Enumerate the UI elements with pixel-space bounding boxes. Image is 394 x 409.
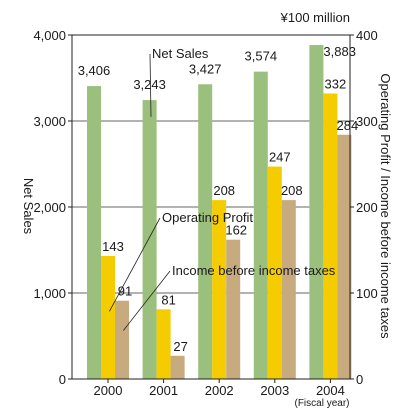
bar-income-before-taxes xyxy=(170,355,185,379)
y-tick-label-right: 400 xyxy=(356,28,378,43)
y-tick-label-right: 0 xyxy=(356,372,363,387)
y-tick-label-left: 3,000 xyxy=(33,114,66,129)
data-label: 3,406 xyxy=(78,63,111,78)
leader-line xyxy=(123,270,171,331)
x-tick-label: 2002 xyxy=(205,383,234,398)
data-label: 3,574 xyxy=(245,49,278,64)
data-label: 332 xyxy=(325,76,347,91)
data-label: 81 xyxy=(161,292,175,307)
y-tick-label-left: 4,000 xyxy=(33,28,66,43)
bar-income-before-taxes xyxy=(226,239,241,379)
x-tick-label: 2003 xyxy=(260,383,289,398)
y-axis-left-title: Net Sales xyxy=(21,178,36,235)
data-label: 247 xyxy=(269,150,291,165)
y-tick-label-left: 0 xyxy=(59,372,66,387)
bar-net-sales xyxy=(309,45,324,379)
series-annotations: Net Sales Operating Profit Income before i… xyxy=(109,46,336,331)
y-tick-label-right: 100 xyxy=(356,286,378,301)
bar-operating-profit xyxy=(323,93,338,379)
y-tick-label-right: 300 xyxy=(356,114,378,129)
bar-net-sales xyxy=(142,100,157,380)
bar-net-sales xyxy=(198,84,213,379)
y-tick-label-left: 2,000 xyxy=(33,200,66,215)
data-label: 3,243 xyxy=(133,77,166,92)
bar-income-before-taxes xyxy=(281,200,296,379)
unit-label: ¥100 million xyxy=(280,10,350,25)
series-label: Operating Profit xyxy=(162,210,253,225)
y-axis-right-title: Operating Profit / Income before income … xyxy=(378,73,393,339)
data-label: 27 xyxy=(173,339,187,354)
series-label: Income before income taxes xyxy=(172,263,336,278)
x-axis-unit: (Fiscal year) xyxy=(294,398,349,409)
series-label: Net Sales xyxy=(152,46,209,61)
y-tick-label-left: 1,000 xyxy=(33,286,66,301)
x-tick-label: 2004 xyxy=(316,383,345,398)
bar-income-before-taxes xyxy=(337,134,352,379)
x-tick-label: 2001 xyxy=(149,383,178,398)
bar-net-sales xyxy=(87,86,101,380)
data-label: 143 xyxy=(102,239,124,254)
axis-ticks: 0 0 1,000 100 2,000 200 3,000 300 4,000 400 2000 20… xyxy=(33,28,377,398)
data-label: 208 xyxy=(213,183,235,198)
bar-income-before-taxes xyxy=(115,300,129,379)
bar-operating-profit xyxy=(267,166,282,379)
leader-line xyxy=(149,53,152,117)
bar-net-sales xyxy=(253,71,268,380)
data-label: 208 xyxy=(281,183,303,198)
bar-operating-profit xyxy=(212,200,227,379)
bar-operating-profit xyxy=(101,256,115,379)
data-label: 3,883 xyxy=(323,44,356,59)
data-label: 162 xyxy=(225,223,247,238)
data-label: 91 xyxy=(118,284,132,299)
leader-line xyxy=(109,217,161,312)
y-tick-label-right: 200 xyxy=(356,200,378,215)
data-labels: 3,406 3,243 3,427 3,574 3,883 143 81 208 247 332 9… xyxy=(78,44,359,354)
x-tick-label: 2000 xyxy=(94,383,123,398)
bars xyxy=(87,45,352,380)
data-label: 284 xyxy=(337,118,359,133)
bar-operating-profit xyxy=(156,309,171,379)
data-label: 3,427 xyxy=(189,61,222,76)
